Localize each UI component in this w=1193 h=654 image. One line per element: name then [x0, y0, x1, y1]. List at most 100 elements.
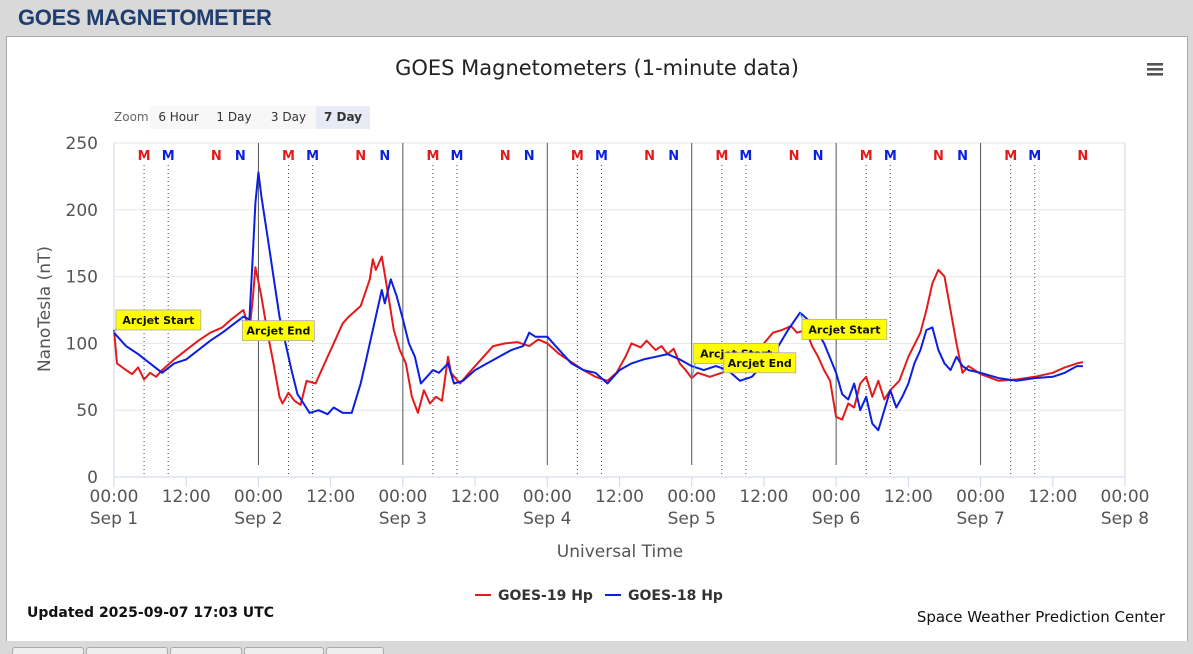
goes19-midnight-marker: N	[789, 149, 800, 164]
x-tick-time: 00:00	[812, 487, 861, 507]
goes18-midnight-marker: N	[235, 149, 246, 164]
annotation-text: Arcjet End	[246, 325, 310, 338]
x-tick-time: 00:00	[956, 487, 1005, 507]
x-tick-date: Sep 5	[668, 509, 716, 529]
chart-panel: GOES Magnetometers (1-minute data) Zoom 6…	[6, 36, 1188, 642]
chart-title: GOES Magnetometers (1-minute data)	[395, 56, 799, 80]
x-tick-time: 00:00	[234, 487, 283, 507]
page-header: GOES MAGNETOMETER	[0, 0, 1193, 36]
annotation-box	[723, 352, 797, 374]
y-tick-label: 100	[66, 334, 98, 354]
zoom-button-7-day[interactable]: 7 Day	[316, 106, 370, 129]
annotations: Arcjet Start Arcjet End Arcjet Start Arcjet…	[113, 309, 888, 379]
goes19-noon-marker: M	[138, 149, 151, 164]
zoom-button-bg[interactable]	[150, 106, 207, 129]
x-tick-date: Sep 4	[523, 509, 571, 529]
annotation-label: Arcjet End	[721, 352, 797, 374]
hamburger-menu-icon[interactable]	[1146, 62, 1164, 76]
goes19-noon-marker: M	[426, 149, 439, 164]
annotation-box	[115, 309, 202, 331]
goes19-midnight-marker: N	[500, 149, 511, 164]
zoom-button-label[interactable]: 1 Day	[216, 110, 251, 124]
credit-text: Space Weather Prediction Center	[917, 608, 1166, 626]
updated-timestamp: Updated 2025-09-07 17:03 UTC	[27, 605, 274, 621]
y-axis-label: NanoTesla (nT)	[35, 246, 55, 372]
zoom-button-label[interactable]: 7 Day	[324, 110, 362, 124]
y-tick-label: 200	[66, 201, 98, 221]
magnetometer-chart: GOES Magnetometers (1-minute data) Zoom 6…	[27, 56, 1166, 626]
x-axis-label: Universal Time	[557, 542, 683, 562]
x-tick-date: Sep 6	[812, 509, 860, 529]
annotation-text: Arcjet Start	[122, 314, 194, 327]
goes18-noon-marker: M	[595, 149, 608, 164]
goes19-noon-marker: M	[1004, 149, 1017, 164]
goes19-noon-marker: M	[715, 149, 728, 164]
zoom-button-6-hour[interactable]: 6 Hour	[150, 106, 207, 129]
annotation-box	[241, 320, 315, 342]
goes18-noon-marker: M	[306, 149, 319, 164]
annotation-text: Arcjet End	[728, 357, 792, 370]
goes18-midnight-marker: N	[813, 149, 824, 164]
x-tick-time: 12:00	[739, 487, 788, 507]
legend: GOES-19 Hp GOES-18 Hp	[475, 588, 723, 604]
goes18-noon-marker: M	[162, 149, 175, 164]
zoom-button-label[interactable]: 3 Day	[271, 110, 306, 124]
zoom-button-1-day[interactable]: 1 Day	[207, 106, 261, 129]
annotation-label: Arcjet Start	[113, 309, 202, 333]
y-tick-label: 150	[66, 268, 98, 288]
x-tick-date: Sep 8	[1101, 509, 1149, 529]
x-tick-time: 12:00	[162, 487, 211, 507]
page-title: GOES MAGNETOMETER	[18, 5, 272, 30]
goes19-midnight-marker: N	[355, 149, 366, 164]
x-tick-time: 00:00	[667, 487, 716, 507]
series-line-goes-18-hp	[113, 171, 1083, 432]
zoom-button-bg[interactable]	[316, 106, 370, 129]
goes19-midnight-marker: N	[644, 149, 655, 164]
annotation-label: Arcjet End	[239, 316, 315, 342]
goes19-midnight-marker: N	[933, 149, 944, 164]
x-tick-time: 12:00	[451, 487, 500, 507]
goes19-noon-marker: M	[571, 149, 584, 164]
legend-item-goes-19-hp[interactable]: GOES-19 Hp	[475, 588, 593, 604]
x-tick-time: 00:00	[523, 487, 572, 507]
goes19-noon-marker: M	[860, 149, 873, 164]
x-tick-time: 12:00	[595, 487, 644, 507]
zoom-label: Zoom	[114, 110, 149, 124]
plot-area	[113, 142, 1126, 478]
x-tick-date: Sep 2	[234, 509, 282, 529]
legend-label[interactable]: GOES-18 Hp	[628, 588, 723, 604]
x-tick-date: Sep 7	[956, 509, 1004, 529]
annotation-box	[801, 318, 888, 340]
goes18-midnight-marker: N	[957, 149, 968, 164]
goes19-midnight-marker: N	[1077, 149, 1088, 164]
legend-label[interactable]: GOES-19 Hp	[498, 588, 593, 604]
goes18-midnight-marker: N	[524, 149, 535, 164]
x-tick-time: 12:00	[306, 487, 355, 507]
goes19-midnight-marker: N	[211, 149, 222, 164]
y-tick-label: 250	[66, 134, 98, 154]
x-tick-time: 00:00	[1101, 487, 1150, 507]
x-tick-date: Sep 1	[90, 509, 138, 529]
goes18-midnight-marker: N	[379, 149, 390, 164]
x-tick-date: Sep 3	[379, 509, 427, 529]
legend-item-goes-18-hp[interactable]: GOES-18 Hp	[605, 588, 723, 604]
goes18-noon-marker: M	[884, 149, 897, 164]
zoom-button-label[interactable]: 6 Hour	[158, 110, 198, 124]
goes18-noon-marker: M	[739, 149, 752, 164]
x-tick-time: 00:00	[378, 487, 427, 507]
zoom-controls: Zoom 6 Hour 1 Day 3 Day 7 Day	[114, 106, 370, 129]
goes19-noon-marker: M	[282, 149, 295, 164]
goes18-noon-marker: M	[1028, 149, 1041, 164]
goes18-midnight-marker: N	[668, 149, 679, 164]
y-tick-label: 50	[76, 401, 98, 421]
annotation-text: Arcjet Start	[808, 323, 880, 336]
x-tick-time: 12:00	[1028, 487, 1077, 507]
zoom-button-3-day[interactable]: 3 Day	[261, 106, 316, 129]
annotation-label: Arcjet Start	[799, 312, 888, 340]
bottom-tab-strip	[0, 641, 1193, 654]
zoom-button-bg[interactable]	[207, 106, 261, 129]
goes18-noon-marker: M	[451, 149, 464, 164]
zoom-button-bg[interactable]	[261, 106, 316, 129]
y-tick-label: 0	[87, 468, 98, 488]
